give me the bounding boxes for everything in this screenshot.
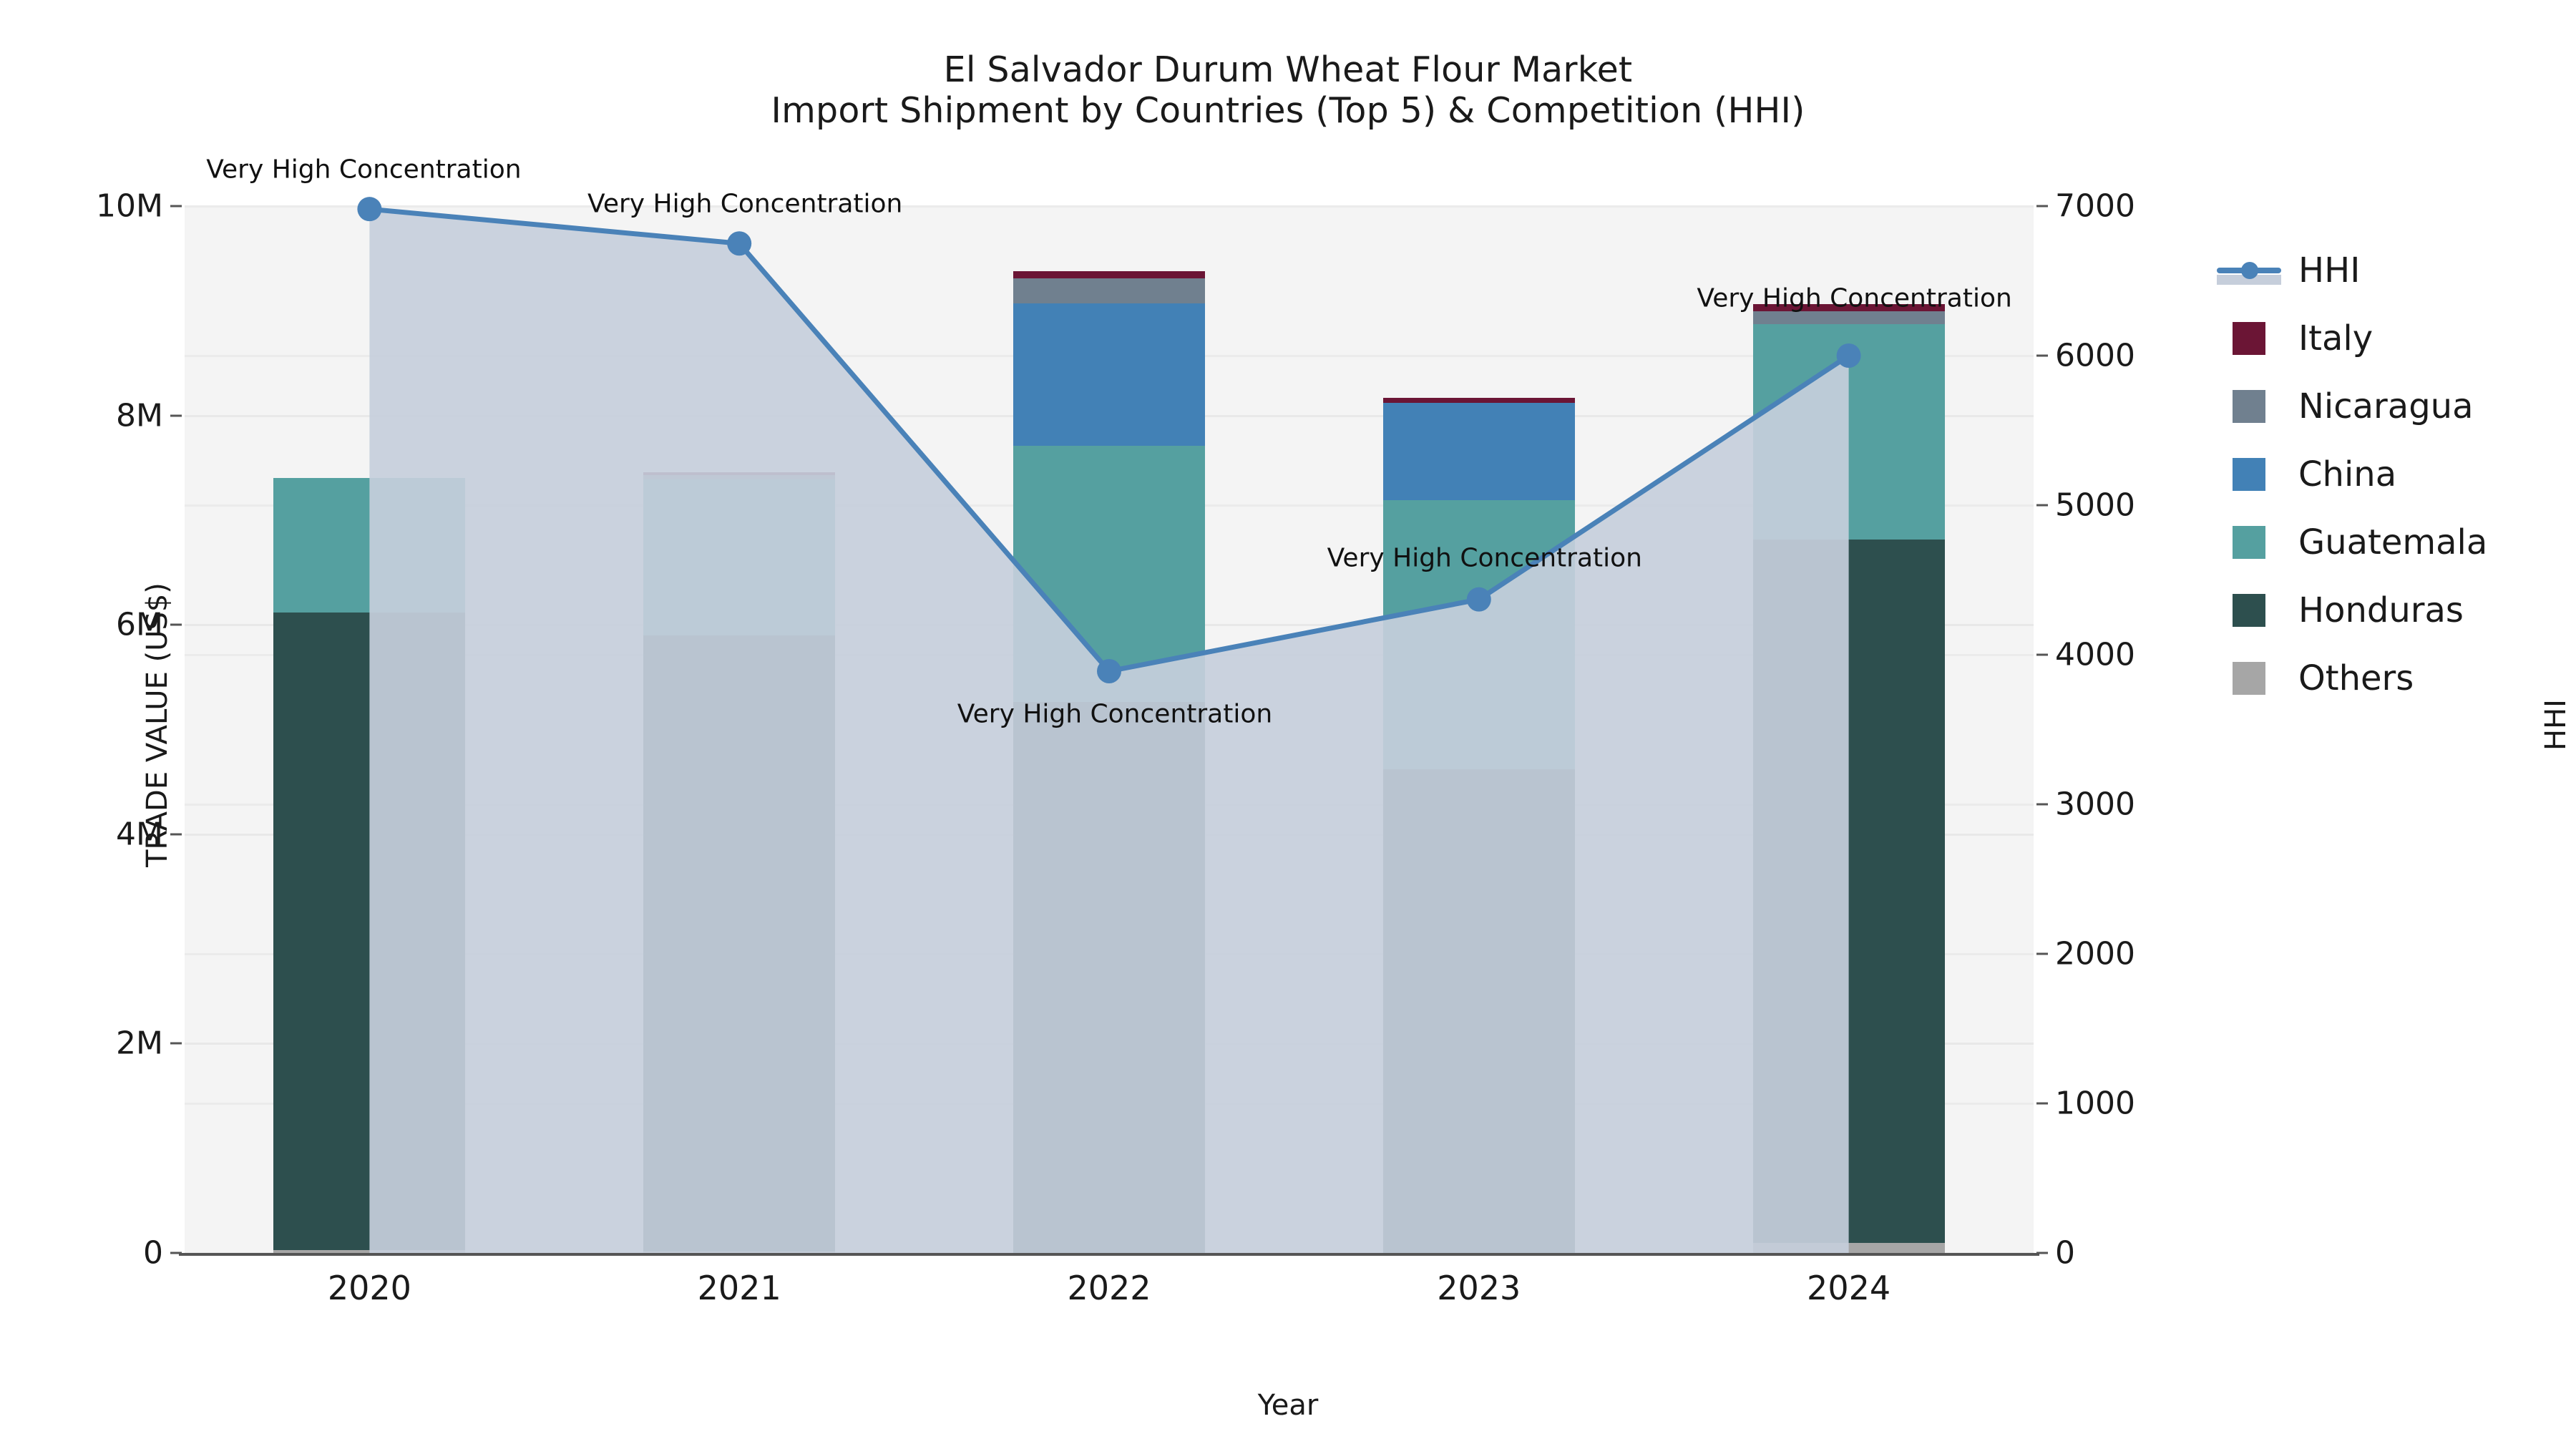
y-axis-label-right: HHI (2540, 698, 2572, 751)
bar-segment (1013, 303, 1205, 446)
y-tick-mark-right (2036, 803, 2048, 806)
bar-segment (1382, 500, 1575, 770)
y-tick-mark-right (2036, 504, 2048, 507)
x-axis-label: Year (1257, 1389, 1319, 1422)
bar-segment (1013, 270, 1205, 278)
y-tick-label-right: 0 (2055, 1234, 2075, 1272)
chart-title-block: El Salvador Durum Wheat Flour Market Imp… (0, 49, 2576, 132)
y-tick-label-left: 6M (116, 606, 163, 643)
bar-segment (1752, 311, 1945, 324)
y-tick-mark-left (170, 623, 182, 626)
y-tick-label-left: 0 (143, 1234, 163, 1272)
hhi-annotation-label: Very High Concentration (587, 189, 903, 219)
y-tick-mark-right (2036, 653, 2048, 656)
bar-segment (273, 478, 466, 613)
y-axis-label-left: TRADE VALUE (US$) (141, 582, 174, 867)
hhi-annotation-label: Very High Concentration (1697, 283, 2012, 313)
bar-segment (1013, 702, 1205, 1253)
bar-segment (1752, 323, 1945, 540)
legend-area-band (2217, 274, 2281, 285)
y-tick-label-right: 7000 (2055, 187, 2135, 225)
chart-subtitle: Import Shipment by Countries (Top 5) & C… (771, 89, 1805, 131)
legend-color-swatch (2233, 457, 2265, 491)
bar-segment (1382, 397, 1575, 404)
y-tick-label-left: 2M (116, 1025, 163, 1062)
legend-color-swatch (2233, 389, 2265, 423)
bar-segment (273, 612, 466, 1250)
bar-segment (1752, 539, 1945, 1244)
gridline-secondary (185, 205, 2034, 208)
legend-color-swatch (2233, 661, 2265, 695)
hhi-annotation-label: Very High Concentration (206, 155, 522, 185)
y-tick-mark-left (170, 1252, 182, 1254)
legend-item-label: Others (2298, 658, 2414, 698)
y-tick-mark-right (2036, 205, 2048, 208)
y-tick-mark-left (170, 1042, 182, 1045)
y-tick-mark-right (2036, 354, 2048, 357)
y-tick-mark-left (170, 414, 182, 417)
chart-legend: HHI Italy Nicaragua China Guatemala Honduras O… (2217, 236, 2487, 712)
y-tick-label-right: 3000 (2055, 786, 2135, 823)
bar-segment (1013, 446, 1205, 703)
y-tick-label-right: 2000 (2055, 935, 2135, 972)
x-tick-label: 2022 (1067, 1269, 1151, 1307)
legend-line-dot (2241, 261, 2258, 279)
y-tick-label-right: 6000 (2055, 337, 2135, 374)
legend-item[interactable]: Others (2233, 644, 2487, 712)
legend-item[interactable]: Italy (2233, 304, 2487, 372)
bar-segment (1382, 403, 1575, 501)
legend-item-label: HHI (2298, 250, 2361, 291)
y-tick-label-left: 8M (116, 397, 163, 434)
plot-area (185, 205, 2034, 1254)
y-tick-mark-left (170, 205, 182, 208)
bar-segment (1382, 769, 1575, 1253)
legend-item[interactable]: China (2233, 440, 2487, 508)
bar-segment (643, 479, 836, 635)
legend-item-label: Nicaragua (2298, 386, 2474, 426)
bar-segment (643, 472, 836, 475)
y-tick-label-left: 4M (116, 816, 163, 853)
x-tick-label: 2024 (1807, 1269, 1891, 1307)
legend-item[interactable]: Nicaragua (2233, 372, 2487, 440)
legend-color-swatch (2233, 525, 2265, 559)
x-tick-label: 2021 (697, 1269, 781, 1307)
bar-segment (1013, 278, 1205, 304)
x-tick-label: 2023 (1437, 1269, 1521, 1307)
y-tick-mark-right (2036, 1252, 2048, 1254)
y-tick-mark-right (2036, 1102, 2048, 1105)
legend-item[interactable]: HHI (2217, 236, 2487, 304)
legend-item-label: China (2298, 454, 2397, 494)
legend-item[interactable]: Honduras (2233, 576, 2487, 644)
y-tick-label-left: 10M (96, 187, 163, 225)
bar-segment (273, 1249, 466, 1253)
y-tick-label-right: 1000 (2055, 1085, 2135, 1122)
hhi-annotation-label: Very High Concentration (1327, 543, 1642, 573)
legend-color-swatch (2233, 321, 2265, 355)
bar-segment (643, 474, 836, 479)
y-tick-mark-left (170, 833, 182, 836)
chart-title: El Salvador Durum Wheat Flour Market (943, 49, 1633, 90)
y-tick-label-right: 4000 (2055, 636, 2135, 673)
x-tick-label: 2020 (327, 1269, 411, 1307)
legend-line-marker-icon (2217, 254, 2281, 287)
legend-item-label: Italy (2298, 318, 2373, 358)
hhi-annotation-label: Very High Concentration (957, 699, 1273, 729)
bar-segment (1752, 1243, 1945, 1253)
x-axis-line (179, 1253, 2039, 1256)
legend-color-swatch (2233, 593, 2265, 627)
bar-segment (643, 635, 836, 1252)
y-tick-label-right: 5000 (2055, 487, 2135, 524)
y-tick-mark-right (2036, 952, 2048, 955)
legend-item[interactable]: Guatemala (2233, 508, 2487, 576)
legend-item-label: Honduras (2298, 590, 2464, 630)
legend-item-label: Guatemala (2298, 522, 2488, 562)
